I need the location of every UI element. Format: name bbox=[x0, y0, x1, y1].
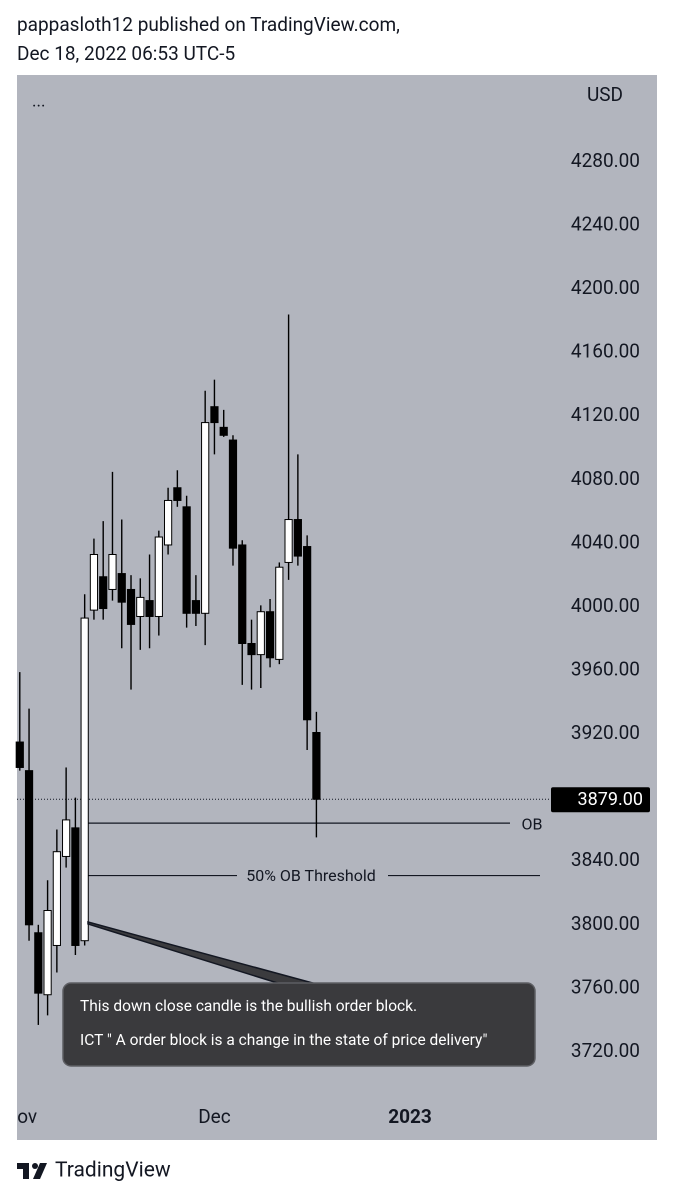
candle-down bbox=[126, 588, 136, 625]
callout-box bbox=[62, 982, 536, 1067]
candle-up bbox=[136, 596, 145, 617]
candle-down bbox=[191, 600, 201, 614]
last-price-label: 3879.00 bbox=[578, 789, 643, 810]
publisher-line: pappasloth12 published on TradingView.co… bbox=[17, 13, 400, 36]
candle-up bbox=[275, 566, 284, 660]
x-tick-label: 2023 bbox=[388, 1105, 432, 1128]
candle-down bbox=[228, 439, 238, 549]
candle-up bbox=[154, 536, 163, 617]
candle-up bbox=[80, 617, 89, 942]
candle-up bbox=[284, 519, 293, 563]
last-price-tag bbox=[551, 787, 650, 813]
menu-dots[interactable]: ... bbox=[32, 91, 45, 111]
candle-down bbox=[293, 519, 302, 557]
y-tick-label: 4200.00 bbox=[571, 276, 640, 299]
callout-text: This down close candle is the bullish or… bbox=[80, 997, 417, 1015]
ob-label: OB bbox=[522, 814, 543, 833]
candle-down bbox=[71, 827, 80, 946]
candle-down bbox=[312, 731, 321, 800]
candle-down bbox=[145, 600, 154, 617]
candle-down bbox=[34, 932, 43, 994]
candle-up bbox=[43, 910, 52, 996]
currency-label: USD bbox=[587, 83, 623, 106]
y-tick-label: 3760.00 bbox=[571, 975, 640, 998]
callout-text: ICT " A order block is a change in the s… bbox=[80, 1031, 487, 1049]
brand: TradingView bbox=[55, 1159, 171, 1183]
candle-down bbox=[265, 611, 275, 659]
candle-up bbox=[201, 422, 210, 614]
y-tick-label: 4280.00 bbox=[571, 149, 640, 172]
y-tick-label: 3800.00 bbox=[571, 912, 640, 935]
candle-down bbox=[247, 642, 256, 656]
candle-down bbox=[117, 573, 126, 603]
logo bbox=[17, 1163, 47, 1179]
y-tick-label: 3960.00 bbox=[571, 658, 640, 681]
x-tick-label: Dec bbox=[198, 1105, 231, 1128]
candle-up bbox=[62, 819, 71, 857]
candle-down bbox=[173, 487, 182, 501]
y-tick-label: 3720.00 bbox=[571, 1039, 640, 1062]
y-tick-label: 4120.00 bbox=[571, 403, 640, 426]
y-tick-label: 4080.00 bbox=[571, 467, 640, 490]
candle-up bbox=[163, 499, 173, 546]
y-tick-label: 4160.00 bbox=[571, 340, 640, 363]
y-tick-label: 4040.00 bbox=[571, 530, 640, 553]
y-tick-label: 3920.00 bbox=[571, 721, 640, 744]
candle-up bbox=[52, 851, 61, 946]
candle-down bbox=[182, 506, 191, 614]
candle-down bbox=[24, 770, 34, 926]
y-tick-label: 3840.00 bbox=[571, 848, 640, 871]
candle-down bbox=[99, 576, 108, 610]
y-tick-label: 4000.00 bbox=[571, 594, 640, 617]
plot: 4280.00 4240.00 4200.00 4160.00 4120.00 4080.… bbox=[15, 149, 650, 1128]
threshold-label: 50% OB Threshold bbox=[246, 866, 376, 885]
y-tick-label: 4240.00 bbox=[571, 213, 640, 236]
chart-background bbox=[17, 75, 657, 1140]
candle-up bbox=[108, 553, 117, 590]
candle-up bbox=[256, 611, 265, 656]
publish-date: Dec 18, 2022 06:53 UTC-5 bbox=[17, 42, 235, 65]
candle-down bbox=[15, 741, 24, 768]
candle-down bbox=[219, 426, 228, 436]
candle-down bbox=[238, 544, 247, 644]
candle-down bbox=[303, 546, 312, 721]
x-tick-label: ov bbox=[17, 1105, 37, 1128]
candle-up bbox=[89, 553, 99, 611]
candle-down bbox=[210, 406, 219, 424]
